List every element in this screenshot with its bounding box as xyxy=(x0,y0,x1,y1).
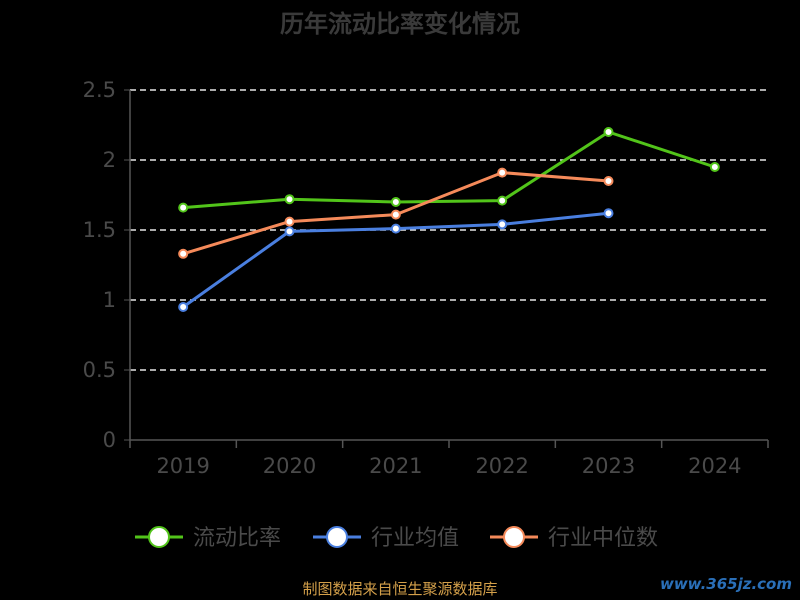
data-point xyxy=(284,226,295,237)
legend-marker xyxy=(503,526,525,548)
x-tick-label: 2021 xyxy=(369,454,422,478)
chart-title: 历年流动比率变化情况 xyxy=(280,10,520,38)
data-point xyxy=(390,209,401,220)
watermark: www.365jz.com xyxy=(659,575,792,593)
x-tick-label: 2019 xyxy=(156,454,209,478)
data-point xyxy=(390,197,401,207)
legend-item-0: 流动比率 xyxy=(135,526,281,551)
data-point xyxy=(603,127,614,137)
data-point xyxy=(603,208,614,219)
series-line xyxy=(183,130,716,210)
y-tick-label: 1.5 xyxy=(83,218,116,242)
x-tick-label: 2022 xyxy=(475,454,528,478)
data-point xyxy=(709,162,720,172)
y-tick-label: 2 xyxy=(103,148,116,172)
series-layer xyxy=(178,127,720,312)
y-tick-label: 0.5 xyxy=(83,358,116,382)
data-point xyxy=(284,216,295,227)
legend-label: 流动比率 xyxy=(193,526,281,551)
legend-marker xyxy=(148,526,170,548)
x-tick-label: 2023 xyxy=(582,454,635,478)
legend-label: 行业均值 xyxy=(371,526,459,551)
legend-label: 行业中位数 xyxy=(548,526,658,551)
data-point xyxy=(390,223,401,234)
x-axis: 2019 2020 2021 2022 2023 2024 xyxy=(129,90,769,478)
legend-item-2: 行业中位数 xyxy=(490,526,658,551)
series-0 xyxy=(178,127,720,213)
legend-marker xyxy=(326,526,348,548)
y-tick-label: 1 xyxy=(103,288,116,312)
data-point xyxy=(497,195,508,206)
grid-lines xyxy=(130,89,768,371)
data-point xyxy=(284,194,295,205)
data-point xyxy=(178,248,189,259)
legend-item-1: 行业均值 xyxy=(313,526,459,551)
x-tick-label: 2020 xyxy=(263,454,316,478)
y-tick-label: 2.5 xyxy=(83,78,116,102)
series-2 xyxy=(178,167,614,259)
data-point xyxy=(497,219,508,230)
data-point xyxy=(178,302,189,312)
source-note: 制图数据来自恒生聚源数据库 xyxy=(302,580,498,598)
legend: 流动比率 行业均值 行业中位数 xyxy=(135,526,658,551)
series-1 xyxy=(178,208,614,312)
data-point xyxy=(178,202,189,213)
data-point xyxy=(603,176,614,186)
x-tick-label: 2024 xyxy=(688,454,741,478)
y-axis-ticks: 0 0.5 1 1.5 2 2.5 xyxy=(83,78,130,452)
data-point xyxy=(497,167,508,178)
y-tick-label: 0 xyxy=(103,428,116,452)
